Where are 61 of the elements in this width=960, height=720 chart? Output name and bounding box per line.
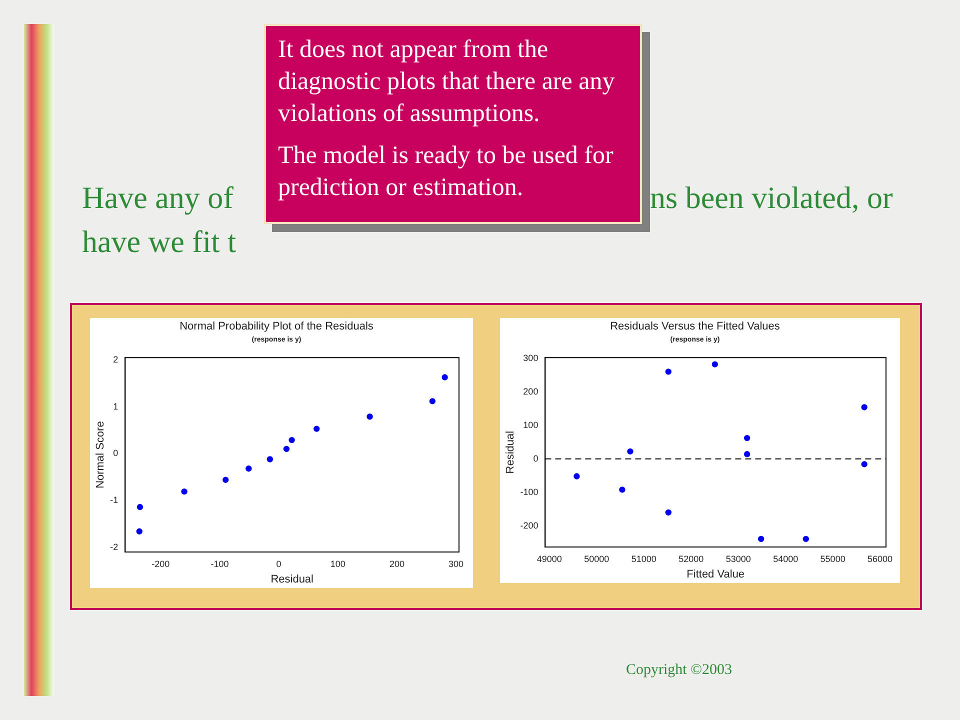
point xyxy=(861,404,868,410)
y-tick-label: -200 xyxy=(520,520,538,530)
point xyxy=(136,528,142,534)
point xyxy=(712,361,718,368)
y-tick-label: -2 xyxy=(110,542,118,552)
x-tick-label: 52000 xyxy=(678,554,704,564)
point xyxy=(442,374,448,380)
point xyxy=(246,466,252,472)
text: The model is ready to be used for prediction or estimation. xyxy=(278,141,614,203)
y-tick-label: -1 xyxy=(110,494,118,505)
point xyxy=(665,368,672,375)
x-tick-label: 53000 xyxy=(726,554,751,564)
x-axis-title: Residual xyxy=(270,573,314,586)
point xyxy=(619,486,626,493)
point xyxy=(744,451,750,458)
chart-title: Residuals Versus the Fitted Values xyxy=(610,320,780,333)
point xyxy=(627,448,634,455)
y-axis-title: Residual xyxy=(504,430,517,474)
point xyxy=(744,434,750,442)
x-tick-label: 51000 xyxy=(631,554,656,564)
y-tick-label: 200 xyxy=(523,386,538,396)
x-tick-label: 0 xyxy=(276,558,282,569)
point xyxy=(288,436,295,444)
text: Copyright ©2003 xyxy=(626,662,732,679)
point xyxy=(222,476,229,483)
y-tick-label: 0 xyxy=(113,448,118,458)
text: Have any of xyxy=(82,180,234,216)
x-tick-label: 300 xyxy=(448,558,464,569)
y-tick-label: 2 xyxy=(113,354,118,364)
point xyxy=(429,398,436,404)
x-tick-label: 200 xyxy=(389,558,404,569)
point xyxy=(266,456,274,462)
x-tick-label: -100 xyxy=(210,558,229,569)
y-tick-label: 300 xyxy=(523,352,538,363)
point xyxy=(665,509,672,516)
y-tick-label: 1 xyxy=(113,401,118,412)
x-tick-label: 55000 xyxy=(820,554,846,564)
y-axis-title: Normal Score xyxy=(94,421,107,488)
x-tick-label: 54000 xyxy=(773,554,798,564)
y-tick-label: 100 xyxy=(523,420,538,430)
point xyxy=(758,536,764,542)
point xyxy=(136,504,144,510)
point xyxy=(366,414,373,420)
x-tick-label: -200 xyxy=(152,558,170,569)
x-tick-label: 50000 xyxy=(584,554,610,564)
text: It does not appear from the diagnostic plots that there are any violations of assumptions. xyxy=(278,35,616,129)
x-tick-label: 49000 xyxy=(536,554,562,564)
chart-title: Normal Probability Plot of the Residuals xyxy=(180,320,374,333)
text: ns been violated, or xyxy=(650,180,893,216)
point xyxy=(574,473,580,480)
x-tick-label: 56000 xyxy=(868,554,893,564)
y-tick-label: -100 xyxy=(520,486,538,497)
point xyxy=(314,426,320,432)
x-axis-title: Fitted Value xyxy=(686,568,745,580)
x-tick-label: 100 xyxy=(330,558,346,569)
point xyxy=(861,461,868,468)
point xyxy=(283,446,290,452)
point xyxy=(181,488,188,495)
y-tick-label: 0 xyxy=(533,453,538,464)
point xyxy=(802,536,809,542)
text: have we fit t xyxy=(82,224,236,260)
